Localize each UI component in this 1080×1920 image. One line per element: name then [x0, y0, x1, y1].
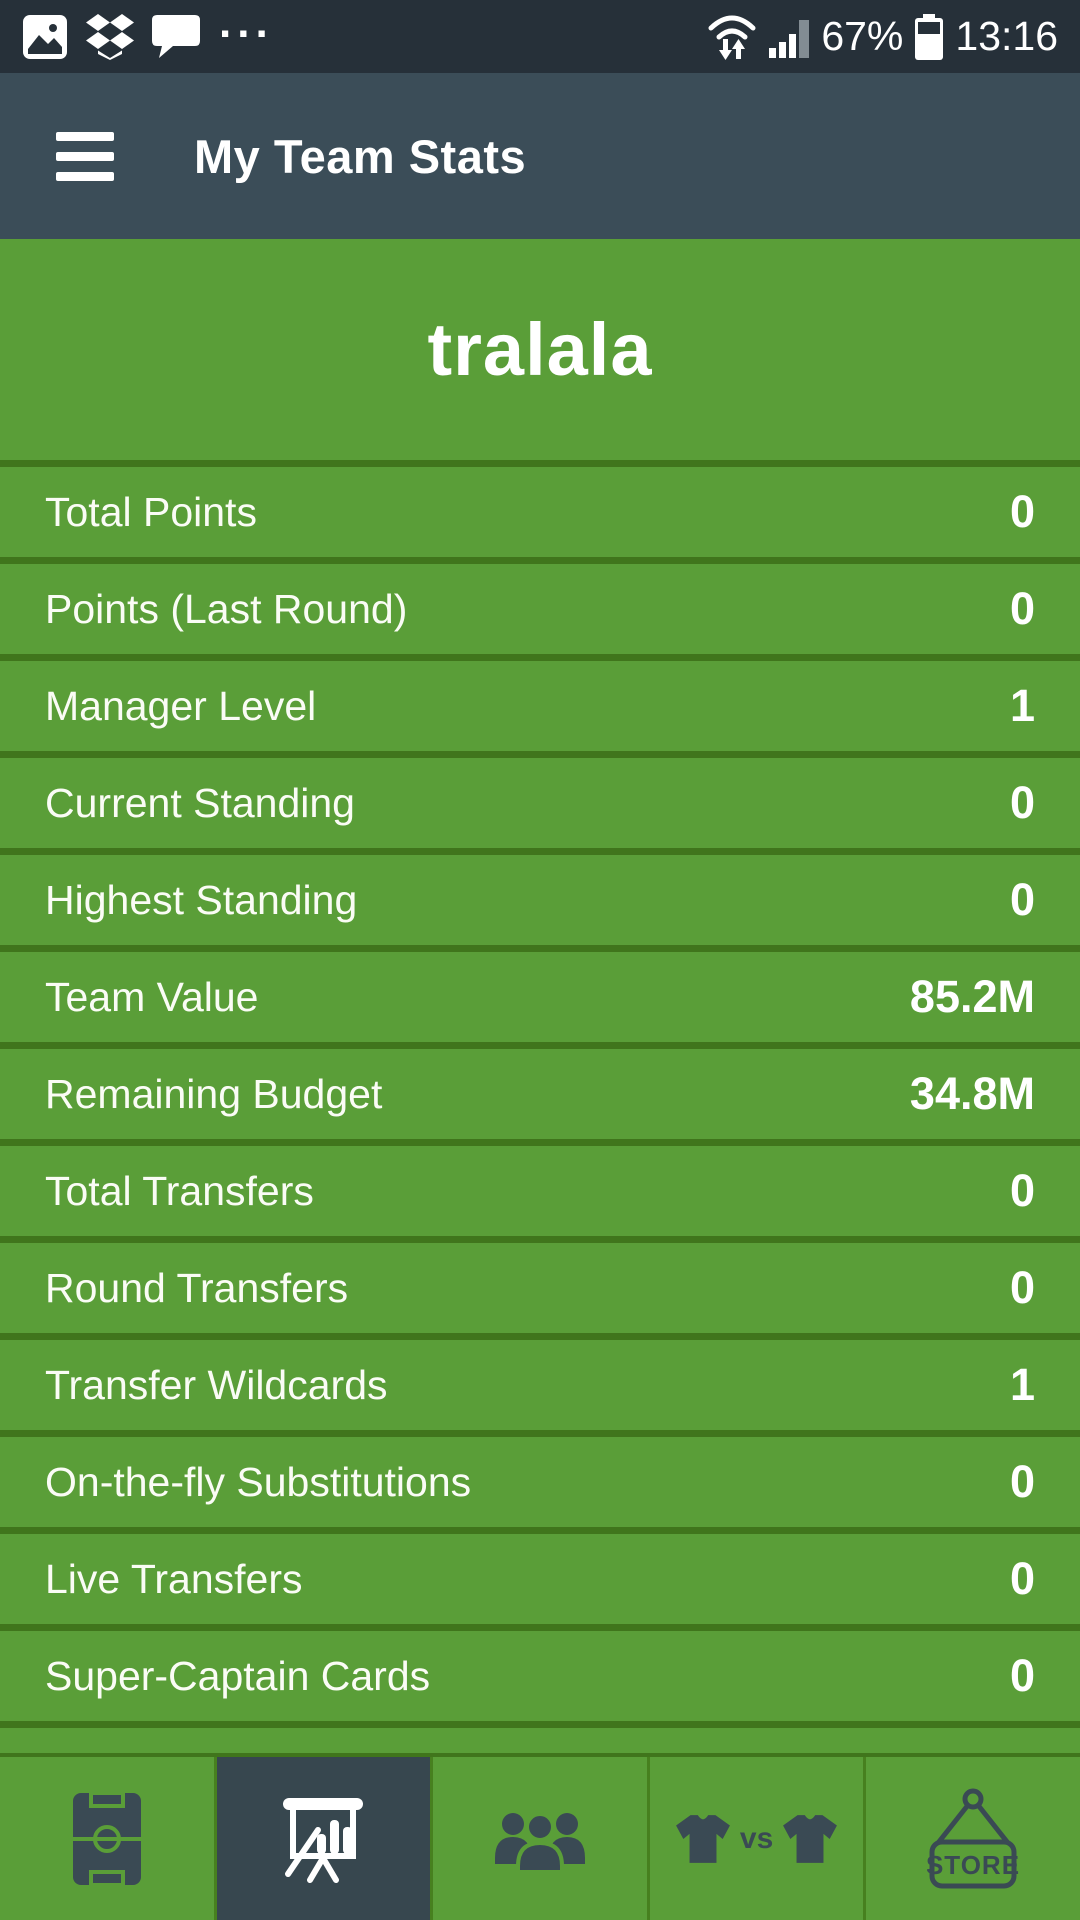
stat-row-transfer-wildcards: Transfer Wildcards 1 — [0, 1340, 1080, 1437]
stat-label: Current Standing — [45, 779, 355, 826]
stat-label: Transfer Wildcards — [45, 1361, 388, 1408]
stat-row-super-captain-cards: Super-Captain Cards 0 — [0, 1631, 1080, 1728]
battery-percent: 67% — [821, 13, 904, 59]
stat-value: 0 — [1009, 486, 1035, 537]
stat-row-highest-standing: Highest Standing 0 — [0, 855, 1080, 952]
stats-flipchart-icon — [283, 1797, 364, 1883]
stat-label: Super-Captain Cards — [45, 1652, 431, 1699]
stat-value: 1 — [1009, 680, 1035, 731]
stat-row-team-value: Team Value 85.2M — [0, 952, 1080, 1049]
store-label: STORE — [927, 1850, 1019, 1880]
team-header: tralala — [0, 239, 1080, 467]
stat-label: On-the-fly Substitutions — [45, 1458, 472, 1505]
dropbox-icon — [86, 14, 134, 60]
signal-strength-icon — [769, 19, 810, 58]
tab-stats[interactable] — [213, 1757, 431, 1920]
hamburger-menu-icon[interactable] — [56, 131, 114, 181]
stat-label: Manager Level — [45, 682, 317, 729]
status-bar[interactable]: ... 67% 13:16 — [0, 0, 1080, 73]
tab-matches[interactable]: vs — [646, 1757, 864, 1920]
system-status-icons: 67% 13:16 — [707, 13, 1058, 61]
page-title: My Team Stats — [194, 129, 527, 183]
wifi-icon — [708, 15, 756, 60]
stat-value: 0 — [1009, 1262, 1035, 1313]
clock: 13:16 — [955, 13, 1058, 59]
stat-row-total-points: Total Points 0 — [0, 467, 1080, 564]
notification-icons: ... — [22, 0, 274, 73]
chat-icon — [152, 14, 200, 58]
stat-value: 85.2M — [909, 971, 1035, 1022]
tab-store[interactable]: STORE — [863, 1757, 1080, 1920]
stat-value: 0 — [1009, 583, 1035, 634]
stat-label: Live Transfers — [45, 1555, 303, 1602]
stat-label: Points (Last Round) — [45, 585, 408, 632]
stat-row-current-standing: Current Standing 0 — [0, 758, 1080, 855]
stat-row-manager-level: Manager Level 1 — [0, 661, 1080, 758]
tab-lineup[interactable] — [0, 1757, 214, 1920]
battery-icon — [915, 13, 944, 60]
shirt-left-icon — [675, 1814, 730, 1863]
stat-value: 0 — [1009, 1553, 1035, 1604]
clipped-stat-row — [0, 1728, 1080, 1753]
shirts-vs-icon: vs — [674, 1813, 839, 1865]
shirt-right-icon — [783, 1814, 838, 1863]
stat-row-remaining-budget: Remaining Budget 34.8M — [0, 1049, 1080, 1146]
stat-value: 0 — [1009, 1650, 1035, 1701]
stat-row-on-the-fly-substitutions: On-the-fly Substitutions 0 — [0, 1437, 1080, 1534]
stat-row-live-transfers: Live Transfers 0 — [0, 1534, 1080, 1631]
stat-label: Remaining Budget — [45, 1070, 383, 1117]
players-group-icon — [494, 1811, 585, 1872]
stat-row-total-transfers: Total Transfers 0 — [0, 1146, 1080, 1243]
stat-label: Highest Standing — [45, 876, 358, 923]
stat-value: 0 — [1009, 1165, 1035, 1216]
bottom-nav: vs STORE — [0, 1753, 1080, 1920]
team-name: tralala — [427, 308, 653, 391]
stat-value: 0 — [1009, 777, 1035, 828]
stat-row-round-transfers: Round Transfers 0 — [0, 1243, 1080, 1340]
app-bar: My Team Stats — [0, 73, 1080, 239]
stat-value: 0 — [1009, 1456, 1035, 1507]
stat-label: Total Transfers — [45, 1167, 314, 1214]
stats-list: Total Points 0 Points (Last Round) 0 Man… — [0, 467, 1080, 1753]
stat-value: 34.8M — [909, 1068, 1035, 1119]
more-notifications-icon: ... — [219, 0, 274, 47]
tab-squad[interactable] — [430, 1757, 647, 1920]
stat-value: 1 — [1009, 1359, 1035, 1410]
stat-label: Team Value — [45, 973, 259, 1020]
stat-value: 0 — [1009, 874, 1035, 925]
stat-label: Total Points — [45, 488, 257, 535]
gallery-icon — [23, 14, 67, 59]
stat-row-points-last-round: Points (Last Round) 0 — [0, 564, 1080, 661]
stat-label: Round Transfers — [45, 1264, 349, 1311]
store-sign-icon: STORE — [927, 1788, 1019, 1888]
vs-label: vs — [739, 1821, 774, 1855]
football-pitch-icon — [72, 1791, 141, 1886]
